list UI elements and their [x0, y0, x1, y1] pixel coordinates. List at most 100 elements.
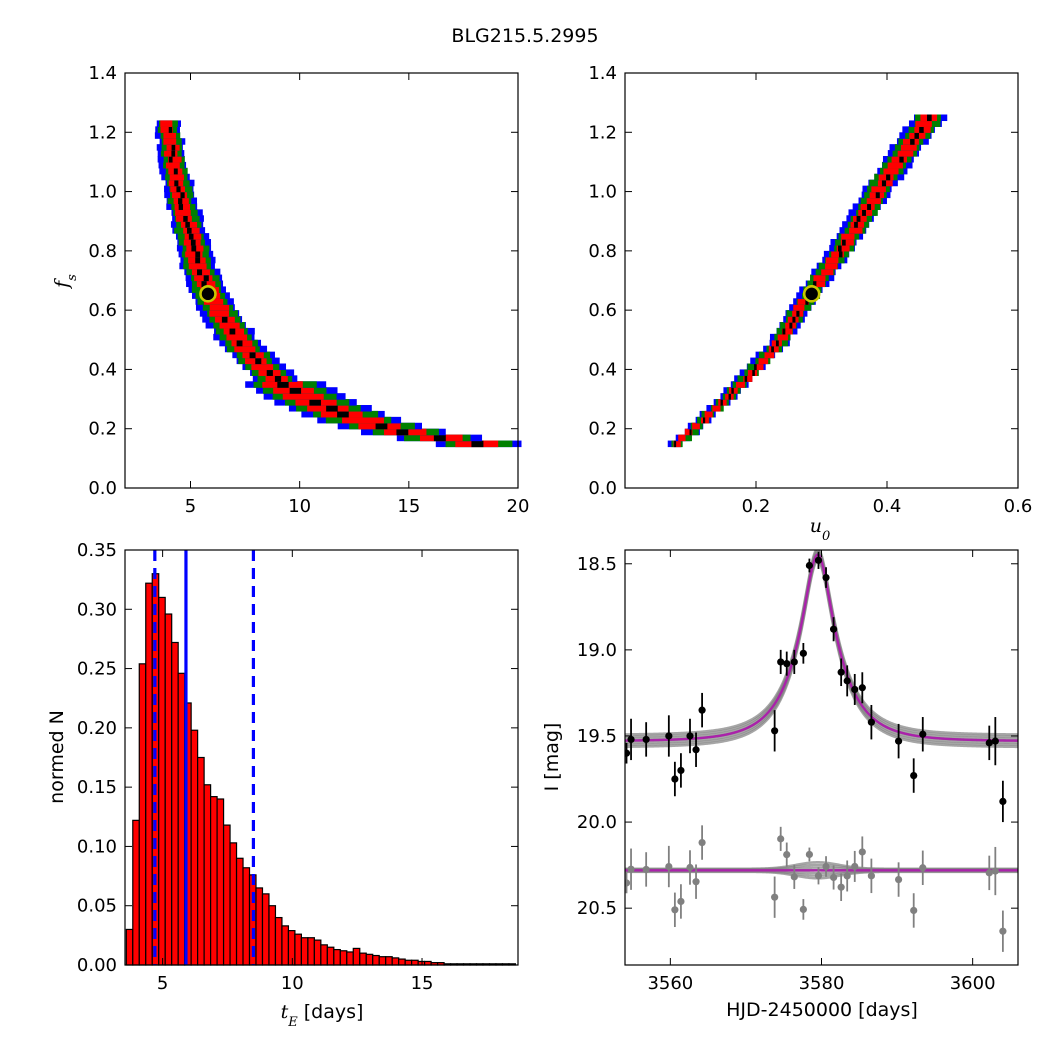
y-tick-label: 18.5 [577, 554, 617, 575]
residual-point [837, 883, 845, 891]
confidence-region-cell [342, 416, 384, 424]
confidence-region-cell [919, 126, 924, 133]
histogram-bar [164, 613, 173, 966]
confidence-region-cell [674, 440, 677, 448]
model-band-line [625, 551, 1018, 740]
histogram-bar [352, 947, 361, 966]
y-tick-label: 0.15 [77, 777, 117, 798]
confidence-region-cell [203, 274, 209, 282]
histogram-bar [190, 729, 199, 966]
confidence-region-cell [326, 405, 338, 412]
histogram-bar [398, 958, 406, 966]
y-tick-label: 20.5 [577, 898, 617, 919]
confidence-region-cell [673, 440, 681, 448]
x-axis-label-subscript: E [287, 1015, 298, 1030]
y-tick-label: 0.25 [77, 659, 117, 680]
confidence-region-cell [194, 274, 213, 282]
best-fit-marker [802, 285, 821, 303]
confidence-region-cell [289, 387, 302, 394]
data-point [867, 718, 875, 726]
panel-fs-vs-u0: 0.2 0.4 0.6 0.0 0.2 0.4 0.6 0.8 1.0 1.2 1.4 u0 [588, 63, 1032, 544]
confidence-region-cell [797, 298, 809, 305]
data-point [991, 737, 999, 745]
confidence-region-cell [831, 250, 844, 258]
confidence-region-cell [375, 422, 388, 430]
confidence-region-cell [702, 416, 706, 424]
confidence-region-cell [176, 185, 181, 193]
x-tick-label: 5 [185, 496, 196, 517]
axes-frame [124, 549, 519, 966]
confidence-region-cell [209, 304, 230, 311]
confidence-region-cell [160, 120, 173, 127]
panel-fs-vs-tE: 5 10 15 20 0.0 0.2 0.4 0.6 0.8 1.0 1.2 1.4 fs [51, 63, 529, 517]
confidence-region-cell [255, 357, 262, 365]
confidence-region-cell [219, 322, 240, 329]
y-tick-label: 1.0 [88, 182, 117, 203]
x-tick-label: 0.2 [742, 496, 771, 517]
histogram-bar [365, 953, 374, 966]
histogram-bar [294, 933, 302, 966]
confidence-region-cell [251, 363, 274, 371]
y-tick-label: 1.2 [588, 122, 617, 143]
histogram-bar [346, 951, 354, 966]
x-tick-label: 15 [411, 973, 434, 994]
x-tick-label: 20 [507, 496, 530, 517]
confidence-region-cell [680, 434, 692, 442]
histogram-bar [222, 824, 231, 966]
confidence-region-cell [754, 363, 757, 371]
confidence-region-cell [881, 179, 887, 187]
confidence-region-cell [187, 227, 192, 234]
model-band-line [625, 559, 1018, 749]
residual-point [790, 873, 798, 881]
confidence-region-cell [201, 280, 207, 288]
confidence-region-cell [168, 156, 182, 163]
histogram-bar [210, 796, 218, 966]
confidence-region-cell [266, 369, 273, 376]
x-tick-label: 5 [157, 973, 168, 994]
confidence-region-cell [309, 399, 321, 406]
confidence-region-cell [282, 393, 324, 400]
x-tick-label: 3580 [799, 973, 845, 994]
confidence-region-cell [899, 156, 904, 163]
residual-point [665, 862, 673, 871]
residual-point [910, 906, 918, 915]
y-tick-label: 0.05 [77, 896, 117, 917]
axes-frame [624, 72, 1019, 489]
confidence-region-cell [842, 239, 846, 246]
confidence-region-cell [171, 150, 176, 157]
y-tick-label: 0.2 [588, 419, 617, 440]
residual-point [867, 872, 875, 880]
x-tick-label: 3560 [647, 973, 693, 994]
confidence-region-cell [838, 250, 843, 258]
confidence-region-cell [249, 351, 256, 359]
residual-point [851, 862, 859, 871]
confidence-region-cell [164, 150, 178, 157]
y-tick-label: 1.0 [588, 182, 617, 203]
x-tick-label: 10 [288, 496, 311, 517]
x-axis-label: HJD-2450000 [days] [726, 999, 918, 1021]
y-axis-label: normed N [46, 710, 68, 804]
residual-point [894, 875, 903, 884]
histogram-bar [307, 937, 315, 966]
confidence-region-cell [185, 250, 203, 258]
histogram-bar [359, 952, 367, 966]
confidence-region-cell [169, 173, 184, 181]
confidence-region-cell [183, 215, 188, 222]
y-tick-label: 20.0 [577, 812, 617, 833]
residual-point [814, 872, 823, 880]
data-point [851, 685, 859, 694]
histogram-bar [261, 893, 270, 966]
histogram-bar [326, 946, 335, 966]
confidence-region-cell [883, 167, 899, 175]
confidence-region-cell [781, 327, 793, 335]
x-axis-label-symbol: t [281, 1001, 289, 1023]
confidence-region-cell [720, 399, 723, 406]
confidence-region-cell [910, 138, 915, 145]
y-tick-label: 0.6 [588, 300, 617, 321]
data-point [777, 658, 785, 666]
data-point [814, 556, 823, 564]
confidence-region-cell [813, 274, 826, 282]
confidence-region-cell [180, 191, 185, 199]
histogram-bar [333, 948, 341, 966]
x-axis-label: tE [days] [281, 1001, 364, 1030]
